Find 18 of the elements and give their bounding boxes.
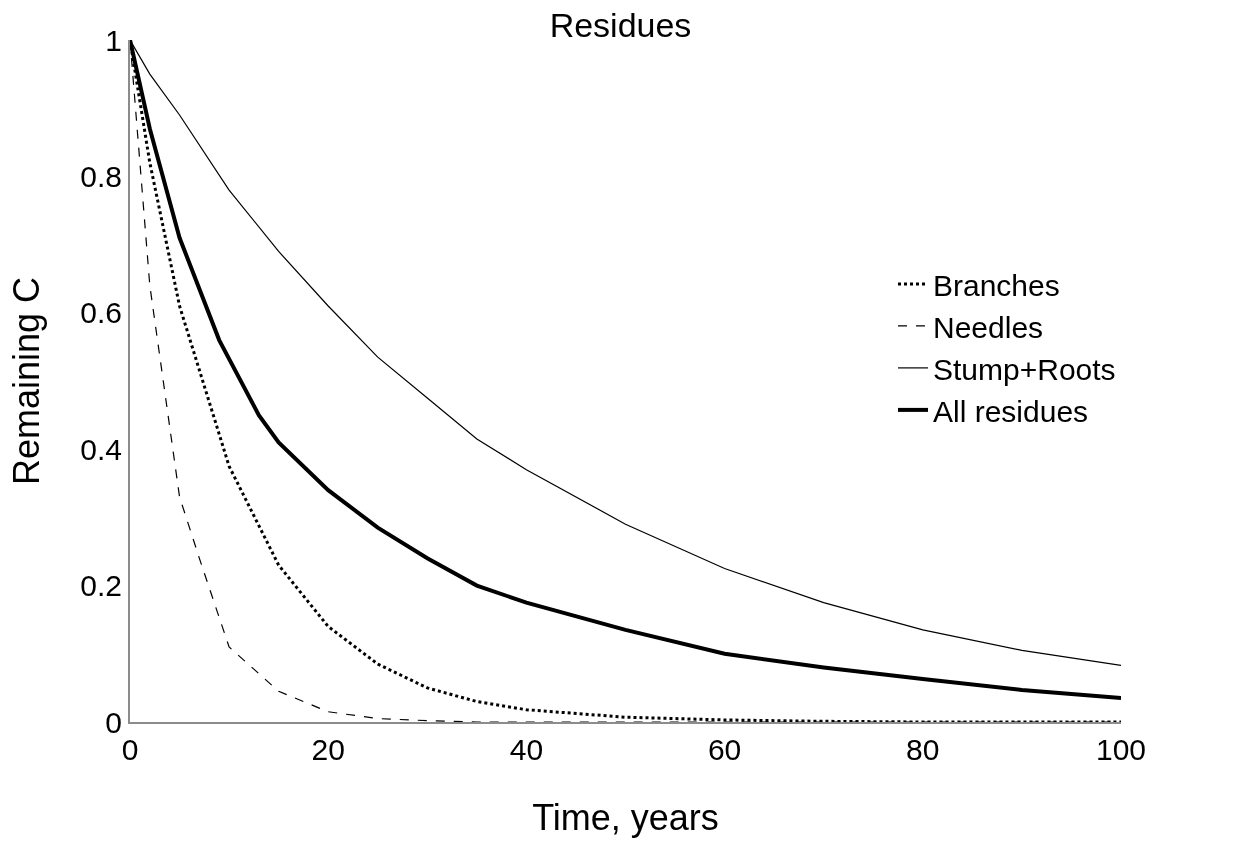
x-tick-label: 20 [311, 733, 345, 766]
y-tick-label: 1 [105, 23, 122, 57]
x-axis-title: Time, years [532, 797, 719, 839]
y-tick-label: 0.6 [80, 296, 122, 330]
y-tick-label: 0.8 [80, 159, 122, 193]
x-tick-label: 60 [707, 733, 742, 766]
legend-label: All residues [933, 394, 1089, 428]
legend-label: Branches [933, 268, 1060, 302]
x-tick-label: 80 [906, 733, 940, 766]
x-tick-label: 100 [1095, 733, 1147, 766]
x-tick-label: 40 [509, 733, 544, 766]
legend-label: Stump+Roots [933, 352, 1116, 386]
legend-label: Needles [933, 310, 1044, 344]
y-tick-label: 0.4 [80, 432, 122, 466]
y-tick-label: 0.2 [80, 569, 122, 603]
chart-title: Residues [549, 5, 692, 44]
y-axis-title: Remaining C [5, 276, 47, 486]
y-tick-label: 0 [105, 705, 122, 739]
